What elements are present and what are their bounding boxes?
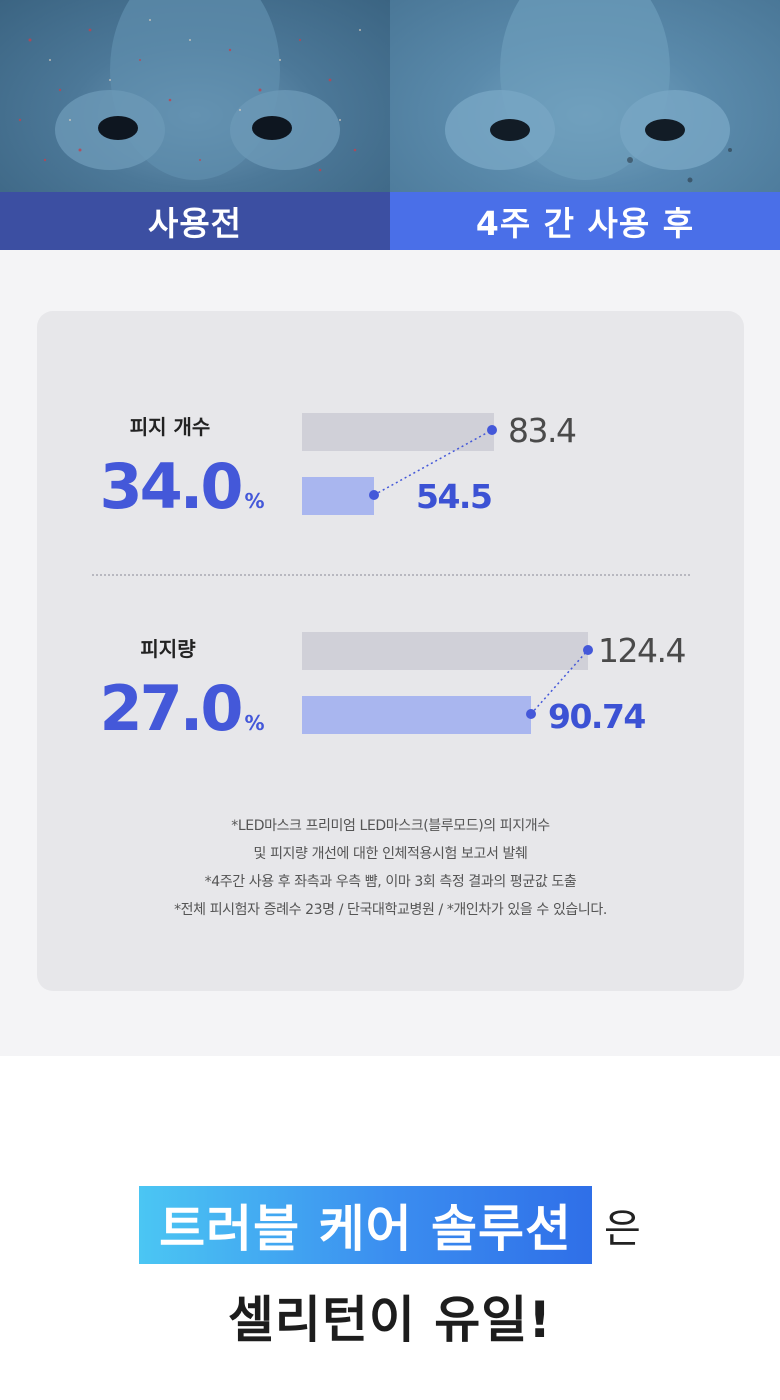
- note-line: *4주간 사용 후 좌측과 우측 뺨, 이마 3회 측정 결과의 평균값 도출: [204, 874, 577, 890]
- headline-suffix: 은: [604, 1206, 641, 1252]
- percent-value: 27.0: [99, 672, 243, 745]
- headline-line-2: 셀리턴이 유일!: [227, 1291, 553, 1349]
- headline-highlight: 트러블 케어 솔루션: [139, 1186, 592, 1264]
- photo-labels: 사용전 4주 간 사용 후: [0, 192, 780, 250]
- percent-unit: %: [244, 711, 265, 735]
- after-label: 4주 간 사용 후: [390, 192, 780, 250]
- before-bar-sebum-amount: [302, 632, 588, 670]
- before-after-photos: [0, 0, 780, 192]
- before-bar-sebum-count: [302, 413, 494, 451]
- before-value-sebum-count: 83.4: [508, 411, 577, 450]
- section-divider: [92, 574, 690, 576]
- before-photo: [0, 0, 390, 192]
- after-value-sebum-amount: 90.74: [548, 697, 646, 736]
- percent-unit: %: [244, 489, 265, 513]
- metric-percent-sebum-amount: 27.0%: [72, 672, 292, 745]
- metric-percent-sebum-count: 34.0%: [72, 450, 292, 523]
- note-line: 및 피지량 개선에 대한 인체적용시험 보고서 발췌: [253, 846, 528, 862]
- metric-label-sebum-amount: 피지량: [140, 637, 196, 661]
- before-label: 사용전: [0, 192, 390, 250]
- after-bar-sebum-count: [302, 477, 374, 515]
- percent-value: 34.0: [99, 450, 243, 523]
- before-value-sebum-amount: 124.4: [598, 631, 686, 670]
- after-value-sebum-count: 54.5: [416, 477, 493, 516]
- study-notes: *LED마스크 프리미엄 LED마스크(블루모드)의 피지개수 및 피지량 개선…: [37, 812, 744, 924]
- note-line: *LED마스크 프리미엄 LED마스크(블루모드)의 피지개수: [231, 818, 550, 834]
- note-line: *전체 피시험자 증례수 23명 / 단국대학교병원 / *개인차가 있을 수 …: [174, 902, 607, 918]
- after-photo: [390, 0, 780, 192]
- metric-label-sebum-count: 피지 개수: [129, 415, 211, 439]
- headline-line-1: 트러블 케어 솔루션 은: [0, 1186, 780, 1264]
- after-bar-sebum-amount: [302, 696, 531, 734]
